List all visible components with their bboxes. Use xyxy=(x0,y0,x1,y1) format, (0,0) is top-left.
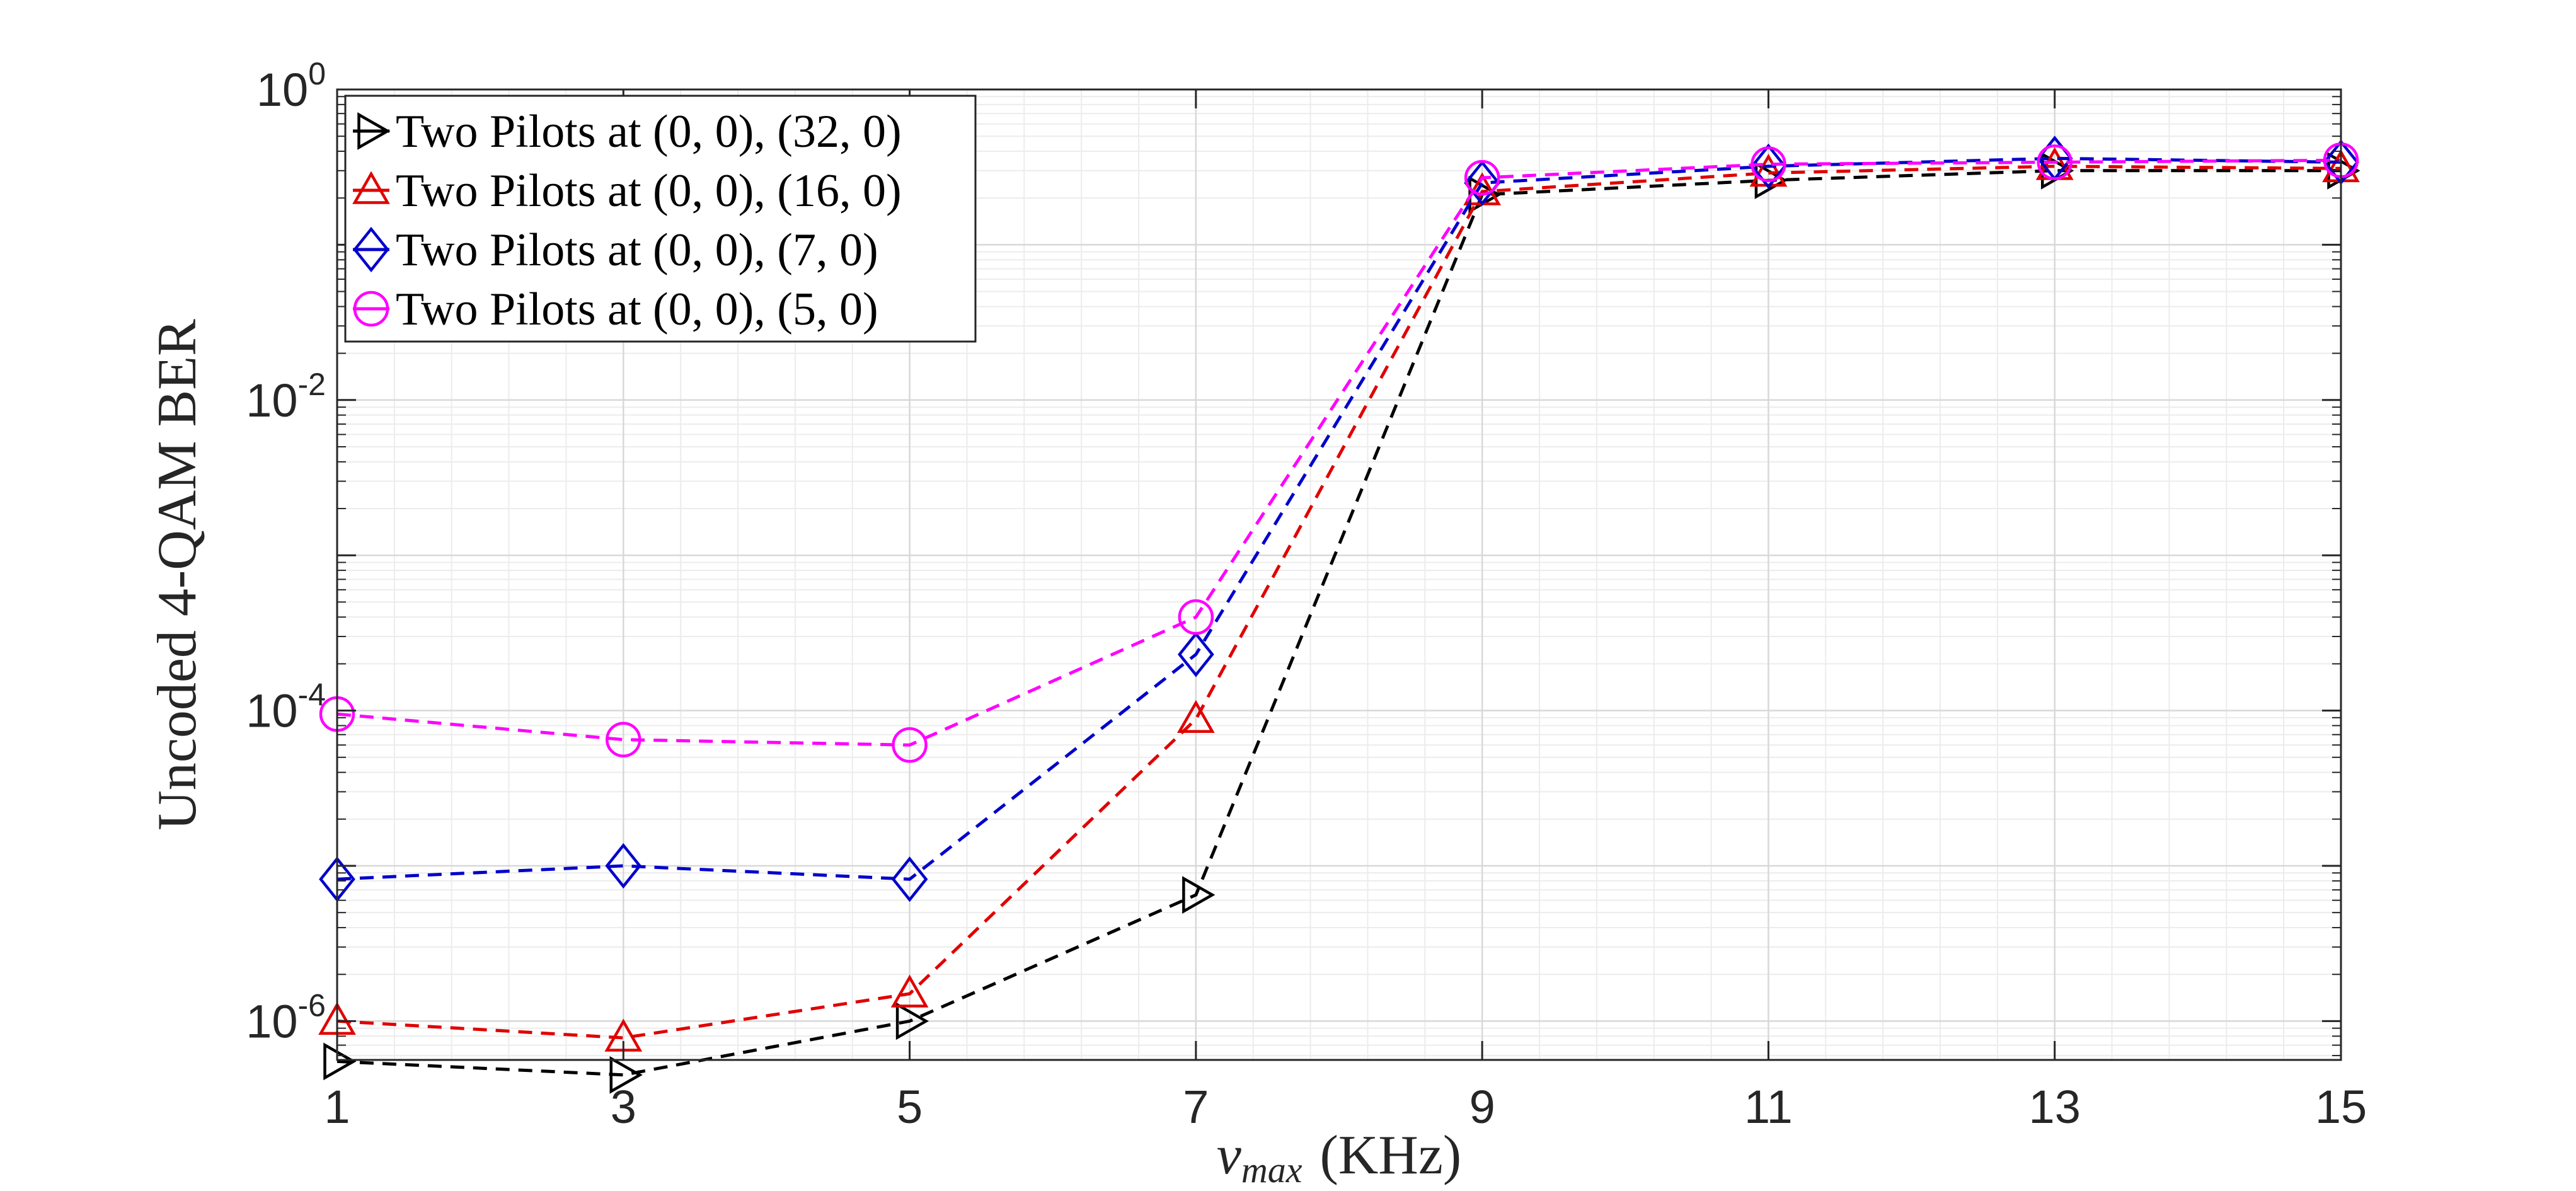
legend-label: Two Pilots at (0, 0), (7, 0) xyxy=(396,224,878,276)
data-point xyxy=(1464,159,1500,196)
series-line xyxy=(336,156,2342,881)
data-point xyxy=(1464,160,1501,206)
legend-entry: Two Pilots at (0, 0), (5, 0) xyxy=(353,284,878,335)
y-tick-label: 10-2 xyxy=(246,367,326,427)
x-tick-label: 5 xyxy=(897,1081,923,1133)
y-tick-label: 10-6 xyxy=(246,987,326,1047)
x-tick-label: 1 xyxy=(324,1081,350,1133)
data-point xyxy=(1177,631,1214,677)
series-layer xyxy=(318,135,2360,1094)
y-tick-base: 10 xyxy=(246,685,297,737)
y-tick-base: 10 xyxy=(246,995,297,1047)
data-point xyxy=(895,1002,929,1040)
legend-label: Two Pilots at (0, 0), (16, 0) xyxy=(396,165,902,217)
x-axis-symbol: ν xyxy=(1217,1125,1242,1186)
legend: Two Pilots at (0, 0), (32, 0) Two Pilots … xyxy=(344,95,977,343)
data-point xyxy=(892,727,928,763)
x-tick-label: 7 xyxy=(1183,1081,1209,1133)
legend-marker xyxy=(357,112,391,150)
x-tick-label: 11 xyxy=(1744,1081,1793,1133)
y-tick-base: 10 xyxy=(256,64,308,116)
data-point xyxy=(891,856,928,902)
data-point xyxy=(1178,599,1214,635)
data-point xyxy=(605,843,642,889)
y-axis-title: Uncoded 4-QAM BER xyxy=(147,319,208,831)
y-tick-label: 100 xyxy=(256,56,326,116)
x-tick-labels: 1 3 5 7 9 11 13 15 xyxy=(324,1081,2367,1133)
data-point xyxy=(1176,699,1215,734)
y-tick-exponent: 0 xyxy=(308,56,326,91)
x-tick-label: 13 xyxy=(2029,1081,2081,1133)
data-point xyxy=(606,722,641,757)
ticks-layer xyxy=(336,88,2342,1060)
legend-label: Two Pilots at (0, 0), (32, 0) xyxy=(396,106,902,158)
x-axis-title: νmax (KHz) xyxy=(1217,1125,1461,1190)
legend-marker xyxy=(353,291,389,327)
y-tick-exponent: -4 xyxy=(298,677,326,713)
y-tick-exponent: -6 xyxy=(298,987,326,1023)
legend-entry: Two Pilots at (0, 0), (32, 0) xyxy=(353,106,902,158)
plot-frame xyxy=(336,88,2342,1061)
data-point xyxy=(1751,146,1786,182)
data-point xyxy=(2037,144,2073,180)
legend-marker xyxy=(353,226,389,273)
x-axis-subscript: max xyxy=(1241,1149,1302,1190)
y-tick-exponent: -2 xyxy=(298,367,326,402)
legend-box xyxy=(344,95,977,343)
y-tick-label: 10-4 xyxy=(246,677,326,737)
legend-entry: Two Pilots at (0, 0), (16, 0) xyxy=(352,165,902,217)
legend-label: Two Pilots at (0, 0), (5, 0) xyxy=(396,284,878,335)
data-point xyxy=(890,974,929,1008)
data-point xyxy=(609,1056,643,1094)
legend-marker xyxy=(352,171,390,204)
x-tick-label: 3 xyxy=(611,1081,636,1133)
x-axis-unit: (KHz) xyxy=(1320,1125,1461,1186)
y-tick-base: 10 xyxy=(246,374,297,427)
x-tick-label: 9 xyxy=(1469,1081,1495,1133)
legend-entry: Two Pilots at (0, 0), (7, 0) xyxy=(353,224,878,276)
series-line xyxy=(336,164,2342,1040)
series-line xyxy=(336,158,2342,747)
data-point xyxy=(323,1042,357,1081)
data-point xyxy=(1182,876,1216,914)
data-point xyxy=(1750,143,1787,190)
x-tick-label: 15 xyxy=(2315,1081,2367,1133)
